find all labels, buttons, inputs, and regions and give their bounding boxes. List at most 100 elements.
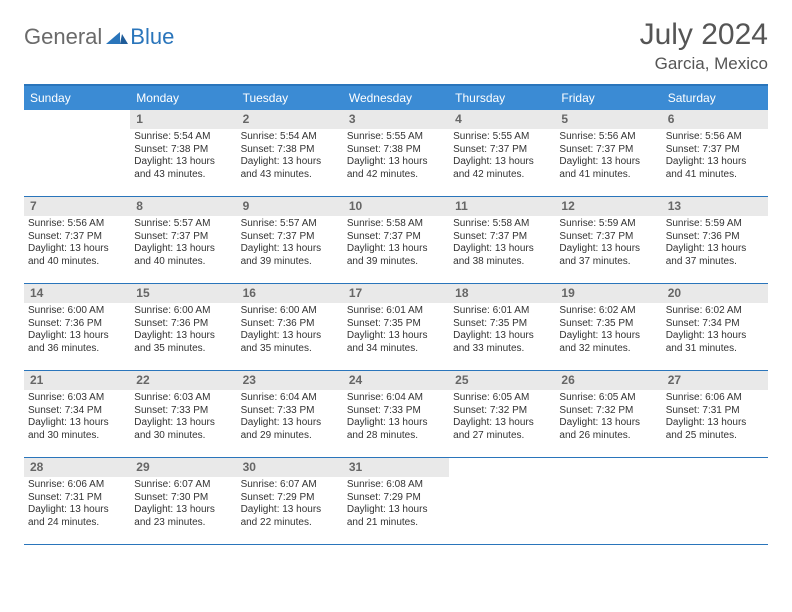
day-number: 3 — [343, 110, 449, 129]
daylight-text: and 40 minutes. — [134, 256, 232, 269]
sunset-text: Sunset: 7:38 PM — [241, 144, 339, 157]
sunrise-text: Sunrise: 5:58 AM — [347, 218, 445, 231]
sunrise-text: Sunrise: 6:08 AM — [347, 479, 445, 492]
day-number: 6 — [662, 110, 768, 129]
sunset-text: Sunset: 7:36 PM — [666, 231, 764, 244]
daylight-text: Daylight: 13 hours — [453, 243, 551, 256]
daylight-text: and 27 minutes. — [453, 430, 551, 443]
daylight-text: Daylight: 13 hours — [28, 330, 126, 343]
sunrise-text: Sunrise: 5:56 AM — [666, 131, 764, 144]
calendar-day-cell: 1Sunrise: 5:54 AMSunset: 7:38 PMDaylight… — [130, 110, 236, 196]
calendar-day-cell: 5Sunrise: 5:56 AMSunset: 7:37 PMDaylight… — [555, 110, 661, 196]
calendar-day-cell: 23Sunrise: 6:04 AMSunset: 7:33 PMDayligh… — [237, 371, 343, 457]
calendar-empty-cell — [24, 110, 130, 196]
daylight-text: and 29 minutes. — [241, 430, 339, 443]
day-number: 2 — [237, 110, 343, 129]
sunset-text: Sunset: 7:37 PM — [347, 231, 445, 244]
daylight-text: and 33 minutes. — [453, 343, 551, 356]
sunrise-text: Sunrise: 6:03 AM — [134, 392, 232, 405]
weekday-header: Sunday — [24, 86, 130, 110]
daylight-text: Daylight: 13 hours — [666, 156, 764, 169]
daylight-text: Daylight: 13 hours — [347, 156, 445, 169]
title-month: July 2024 — [640, 18, 768, 52]
daylight-text: and 39 minutes. — [347, 256, 445, 269]
calendar: SundayMondayTuesdayWednesdayThursdayFrid… — [24, 84, 768, 545]
calendar-empty-cell — [555, 458, 661, 544]
sunset-text: Sunset: 7:31 PM — [666, 405, 764, 418]
sunrise-text: Sunrise: 6:00 AM — [28, 305, 126, 318]
daylight-text: and 41 minutes. — [666, 169, 764, 182]
day-number: 8 — [130, 197, 236, 216]
calendar-page: General Blue July 2024 Garcia, Mexico Su… — [0, 0, 792, 563]
daylight-text: Daylight: 13 hours — [134, 156, 232, 169]
daylight-text: Daylight: 13 hours — [453, 156, 551, 169]
calendar-day-cell: 21Sunrise: 6:03 AMSunset: 7:34 PMDayligh… — [24, 371, 130, 457]
daylight-text: Daylight: 13 hours — [241, 417, 339, 430]
daylight-text: Daylight: 13 hours — [453, 330, 551, 343]
sunrise-text: Sunrise: 5:54 AM — [134, 131, 232, 144]
calendar-day-cell: 31Sunrise: 6:08 AMSunset: 7:29 PMDayligh… — [343, 458, 449, 544]
sunrise-text: Sunrise: 6:07 AM — [134, 479, 232, 492]
daylight-text: Daylight: 13 hours — [241, 504, 339, 517]
sunrise-text: Sunrise: 6:01 AM — [347, 305, 445, 318]
calendar-week-row: 28Sunrise: 6:06 AMSunset: 7:31 PMDayligh… — [24, 458, 768, 545]
day-number: 10 — [343, 197, 449, 216]
sunset-text: Sunset: 7:36 PM — [241, 318, 339, 331]
daylight-text: Daylight: 13 hours — [347, 243, 445, 256]
daylight-text: Daylight: 13 hours — [241, 243, 339, 256]
sunset-text: Sunset: 7:35 PM — [559, 318, 657, 331]
sunset-text: Sunset: 7:38 PM — [134, 144, 232, 157]
sunset-text: Sunset: 7:29 PM — [347, 492, 445, 505]
daylight-text: and 35 minutes. — [134, 343, 232, 356]
calendar-day-cell: 30Sunrise: 6:07 AMSunset: 7:29 PMDayligh… — [237, 458, 343, 544]
sunset-text: Sunset: 7:34 PM — [28, 405, 126, 418]
calendar-day-cell: 6Sunrise: 5:56 AMSunset: 7:37 PMDaylight… — [662, 110, 768, 196]
page-header: General Blue July 2024 Garcia, Mexico — [24, 18, 768, 74]
sunrise-text: Sunrise: 6:06 AM — [28, 479, 126, 492]
sunrise-text: Sunrise: 5:57 AM — [134, 218, 232, 231]
calendar-day-cell: 19Sunrise: 6:02 AMSunset: 7:35 PMDayligh… — [555, 284, 661, 370]
sunset-text: Sunset: 7:36 PM — [28, 318, 126, 331]
daylight-text: Daylight: 13 hours — [241, 156, 339, 169]
sunrise-text: Sunrise: 6:04 AM — [241, 392, 339, 405]
calendar-day-cell: 2Sunrise: 5:54 AMSunset: 7:38 PMDaylight… — [237, 110, 343, 196]
sunrise-text: Sunrise: 5:56 AM — [28, 218, 126, 231]
calendar-day-cell: 16Sunrise: 6:00 AMSunset: 7:36 PMDayligh… — [237, 284, 343, 370]
sunrise-text: Sunrise: 6:05 AM — [559, 392, 657, 405]
calendar-day-cell: 14Sunrise: 6:00 AMSunset: 7:36 PMDayligh… — [24, 284, 130, 370]
daylight-text: and 37 minutes. — [559, 256, 657, 269]
day-number: 22 — [130, 371, 236, 390]
sunset-text: Sunset: 7:37 PM — [559, 144, 657, 157]
weekday-header: Friday — [555, 86, 661, 110]
weekday-header: Saturday — [662, 86, 768, 110]
sunset-text: Sunset: 7:35 PM — [347, 318, 445, 331]
day-number: 17 — [343, 284, 449, 303]
calendar-day-cell: 7Sunrise: 5:56 AMSunset: 7:37 PMDaylight… — [24, 197, 130, 283]
daylight-text: Daylight: 13 hours — [559, 243, 657, 256]
calendar-day-cell: 27Sunrise: 6:06 AMSunset: 7:31 PMDayligh… — [662, 371, 768, 457]
calendar-day-cell: 3Sunrise: 5:55 AMSunset: 7:38 PMDaylight… — [343, 110, 449, 196]
weekday-header: Wednesday — [343, 86, 449, 110]
sunset-text: Sunset: 7:38 PM — [347, 144, 445, 157]
calendar-day-cell: 18Sunrise: 6:01 AMSunset: 7:35 PMDayligh… — [449, 284, 555, 370]
calendar-day-cell: 20Sunrise: 6:02 AMSunset: 7:34 PMDayligh… — [662, 284, 768, 370]
sunset-text: Sunset: 7:34 PM — [666, 318, 764, 331]
title-block: July 2024 Garcia, Mexico — [640, 18, 768, 74]
daylight-text: and 21 minutes. — [347, 517, 445, 530]
daylight-text: and 43 minutes. — [134, 169, 232, 182]
day-number: 4 — [449, 110, 555, 129]
daylight-text: and 31 minutes. — [666, 343, 764, 356]
calendar-empty-cell — [449, 458, 555, 544]
daylight-text: Daylight: 13 hours — [347, 330, 445, 343]
day-number: 27 — [662, 371, 768, 390]
sunrise-text: Sunrise: 6:06 AM — [666, 392, 764, 405]
weekday-header: Tuesday — [237, 86, 343, 110]
daylight-text: and 26 minutes. — [559, 430, 657, 443]
daylight-text: and 30 minutes. — [134, 430, 232, 443]
day-number: 5 — [555, 110, 661, 129]
sunrise-text: Sunrise: 6:04 AM — [347, 392, 445, 405]
daylight-text: Daylight: 13 hours — [559, 330, 657, 343]
daylight-text: Daylight: 13 hours — [134, 504, 232, 517]
daylight-text: and 30 minutes. — [28, 430, 126, 443]
sunset-text: Sunset: 7:37 PM — [453, 144, 551, 157]
